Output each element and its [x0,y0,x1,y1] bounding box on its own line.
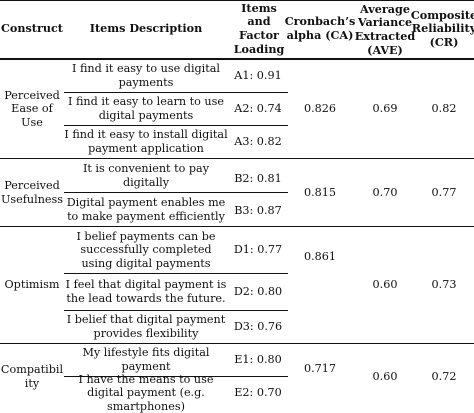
ave-value: 0.60 [372,369,398,383]
construct-compatibility: Compatibility [0,362,64,390]
table-top-rule [0,0,474,1]
item-loading: B2: 0.81 [234,172,282,186]
item-description: I find it easy to install digital paymen… [64,128,228,155]
item-description: I feel that digital payment is the lead … [65,278,227,305]
row-divider [64,310,288,311]
cr-value: 0.77 [431,185,457,199]
item-loading: A1: 0.91 [234,69,282,83]
item-loading: D1: 0.77 [233,243,283,257]
header-bottom-rule [0,58,474,60]
construct-optimism: Optimism [4,278,60,292]
cr-value: 0.73 [431,278,457,292]
header-items-description: Items Description [89,21,203,36]
cronbach-alpha-value: 0.815 [303,185,337,199]
item-loading: D3: 0.76 [233,320,283,334]
item-loading: E2: 0.70 [234,386,282,400]
row-divider [64,92,288,93]
ave-value: 0.70 [372,185,398,199]
header-cronbach-alpha: Cronbach’s alpha (CA) [284,14,356,42]
item-description: My lifestyle fits digital payment [82,346,210,373]
header-ave: Average Variance Extracted (AVE) [354,1,416,57]
item-description: I find it easy to learn to use digital p… [67,95,225,122]
cr-value: 0.82 [431,102,457,116]
item-description: It is convenient to pay digitally [82,161,210,189]
item-loading: A3: 0.82 [234,135,282,149]
row-divider [64,192,288,193]
cronbach-alpha-value: 0.861 [303,250,337,264]
item-loading: A2: 0.74 [234,102,282,116]
group-divider [0,343,474,344]
item-description: I find it easy to use digital payments [71,62,221,89]
construct-perceived-usefulness: Perceived Usefulness [0,178,64,206]
item-description: I belief that digital payment provides f… [66,313,226,340]
cronbach-alpha-value: 0.826 [303,102,337,116]
ave-value: 0.69 [372,102,398,116]
cr-value: 0.72 [431,369,457,383]
group-divider [0,158,474,159]
group-divider [0,226,474,227]
header-composite-reliability: Composite Reliability (CR) [410,7,474,49]
row-divider [64,125,288,126]
construct-perceived-ease-of-use: Perceived Ease of Use [4,88,60,129]
ave-value: 0.60 [372,278,398,292]
row-divider [64,273,288,274]
row-divider [64,376,288,377]
header-items-loading: Items and Factor Loading [233,0,285,56]
item-loading: E1: 0.80 [234,353,282,367]
item-description: Digital payment enables me to make payme… [66,195,226,223]
item-description: I have the means to use digital payment … [78,372,214,413]
header-construct: Construct [1,21,63,36]
item-loading: D2: 0.80 [233,285,283,299]
item-description: I belief payments can be successfully co… [76,229,216,270]
item-loading: B3: 0.87 [234,204,282,218]
cronbach-alpha-value: 0.717 [303,362,337,376]
